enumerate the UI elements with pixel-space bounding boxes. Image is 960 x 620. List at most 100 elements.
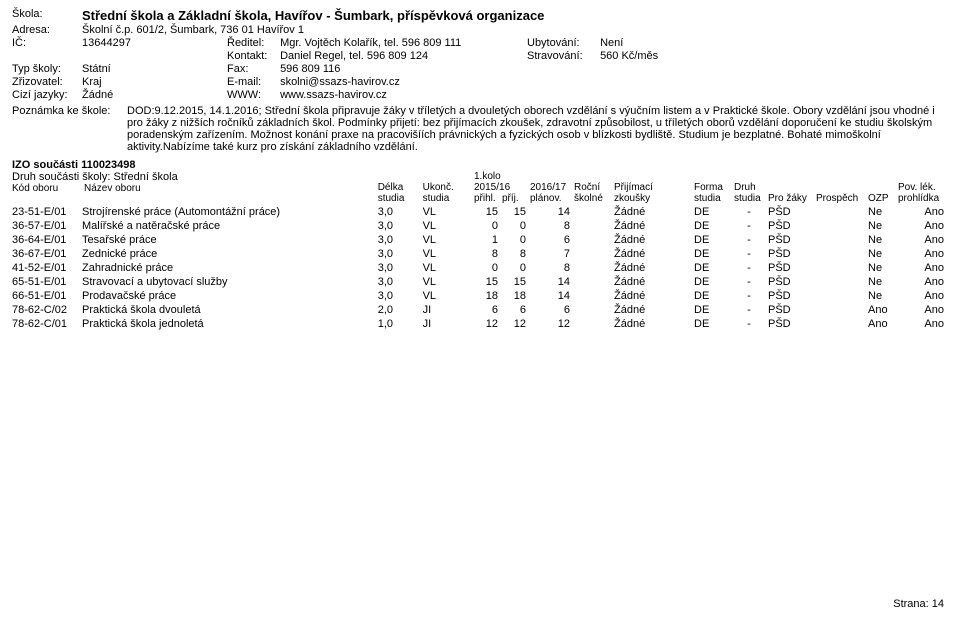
cell-nazev: Stravovací a ubytovací služby [82,275,378,289]
cell-ozp: Ne [868,205,898,219]
col-pro: Pro žáky [768,171,816,205]
cell-skolne [574,317,614,331]
cell-pro: PŠD [768,261,816,275]
cell-zkousky: Žádné [614,233,694,247]
cell-ozp: Ne [868,219,898,233]
cell-delka: 3,0 [378,247,423,261]
cell-plan: 8 [530,261,574,275]
table-row: 65-51-E/01Stravovací a ubytovací služby3… [12,275,948,289]
cell-zkousky: Žádné [614,303,694,317]
cell-ozp: Ne [868,233,898,247]
cell-prij: 6 [502,303,530,317]
cell-druh: - [734,317,768,331]
cell-forma: DE [694,317,734,331]
table-row: 36-57-E/01Malířské a natěračské práce3,0… [12,219,948,233]
cell-pro: PŠD [768,247,816,261]
col-kolo: 1.kolo 2015/16přihl.příj. [474,171,530,205]
cell-delka: 2,0 [378,303,423,317]
row-zriz: Zřizovatel: Kraj E-mail: skolni@ssazs-ha… [12,76,948,88]
cell-pro: PŠD [768,219,816,233]
cell-kod: 36-67-E/01 [12,247,82,261]
cell-nazev: Tesařské práce [82,233,378,247]
cell-kod: 65-51-E/01 [12,275,82,289]
cell-forma: DE [694,275,734,289]
cell-plan: 14 [530,275,574,289]
cell-prospech [816,261,868,275]
cell-plan: 14 [530,205,574,219]
cell-ukonc: JI [423,303,474,317]
col-rocni: Ročníškolné [574,171,614,205]
label-strav: Stravování: [527,50,597,62]
row-ic: IČ: 13644297 Ředitel: Mgr. Vojtěch Kolař… [12,37,948,49]
value-cizi: Žádné [82,89,227,101]
cell-pro: PŠD [768,275,816,289]
value-ubyt: Není [600,37,623,49]
value-fax: 596 809 116 [280,63,340,75]
cell-prihl: 0 [474,219,502,233]
cell-prij: 18 [502,289,530,303]
label-email: E-mail: [227,76,277,88]
cell-pro: PŠD [768,289,816,303]
label-cizi: Cizí jazyky: [12,89,82,101]
cell-ozp: Ne [868,275,898,289]
value-strav: 560 Kč/měs [600,50,658,62]
label-ubyt: Ubytování: [527,37,597,49]
cell-druh: - [734,247,768,261]
col-nazev: Název oboru [84,183,374,194]
cell-ukonc: VL [423,247,474,261]
cell-pro: PŠD [768,205,816,219]
col-ozp: OZP [868,171,898,205]
cell-plan: 14 [530,289,574,303]
cell-delka: 3,0 [378,275,423,289]
cell-forma: DE [694,247,734,261]
cell-prospech [816,219,868,233]
cell-pov: Ano [898,261,948,275]
cell-ozp: Ne [868,247,898,261]
cell-kod: 23-51-E/01 [12,205,82,219]
cell-druh: - [734,261,768,275]
col-forma: Formastudia [694,171,734,205]
label-kontakt: Kontakt: [227,50,277,62]
cell-skolne [574,275,614,289]
cell-skolne [574,233,614,247]
col-plan: 2016/17plánov. [530,171,574,205]
cell-delka: 3,0 [378,289,423,303]
col-ukonc: Ukonč.studia [423,171,474,205]
cell-ukonc: VL [423,275,474,289]
cell-ozp: Ano [868,303,898,317]
value-ic: 13644297 [82,37,227,49]
cell-prospech [816,205,868,219]
cell-kod: 36-57-E/01 [12,219,82,233]
obory-table: Druh součásti školy: Střední škola Kód o… [12,171,948,331]
cell-prospech [816,317,868,331]
cell-ukonc: VL [423,219,474,233]
cell-prihl: 12 [474,317,502,331]
cell-zkousky: Žádné [614,247,694,261]
value-adresa: Školní č.p. 601/2, Šumbark, 736 01 Havíř… [82,24,304,36]
cell-prij: 15 [502,205,530,219]
cell-plan: 6 [530,303,574,317]
cell-ukonc: JI [423,317,474,331]
row-skola: Škola: Střední škola a Základní škola, H… [12,8,948,23]
cell-pro: PŠD [768,317,816,331]
label-adresa: Adresa: [12,24,82,36]
cell-delka: 3,0 [378,205,423,219]
cell-zkousky: Žádné [614,317,694,331]
cell-zkousky: Žádné [614,219,694,233]
cell-delka: 1,0 [378,317,423,331]
cell-zkousky: Žádné [614,289,694,303]
cell-pov: Ano [898,233,948,247]
col-pros: Prospěch [816,171,868,205]
cell-druh: - [734,303,768,317]
cell-plan: 7 [530,247,574,261]
druh-label: Druh součásti školy: [12,171,110,183]
cell-delka: 3,0 [378,233,423,247]
cell-druh: - [734,275,768,289]
col-kod: Kód oboru [12,183,84,194]
row-kontakt: Kontakt: Daniel Regel, tel. 596 809 124 … [12,50,948,62]
table-row: 78-62-C/02Praktická škola dvouletá2,0JI6… [12,303,948,317]
cell-prospech [816,247,868,261]
cell-prij: 15 [502,275,530,289]
value-kontakt: Daniel Regel, tel. 596 809 124 [280,50,428,62]
cell-plan: 6 [530,233,574,247]
